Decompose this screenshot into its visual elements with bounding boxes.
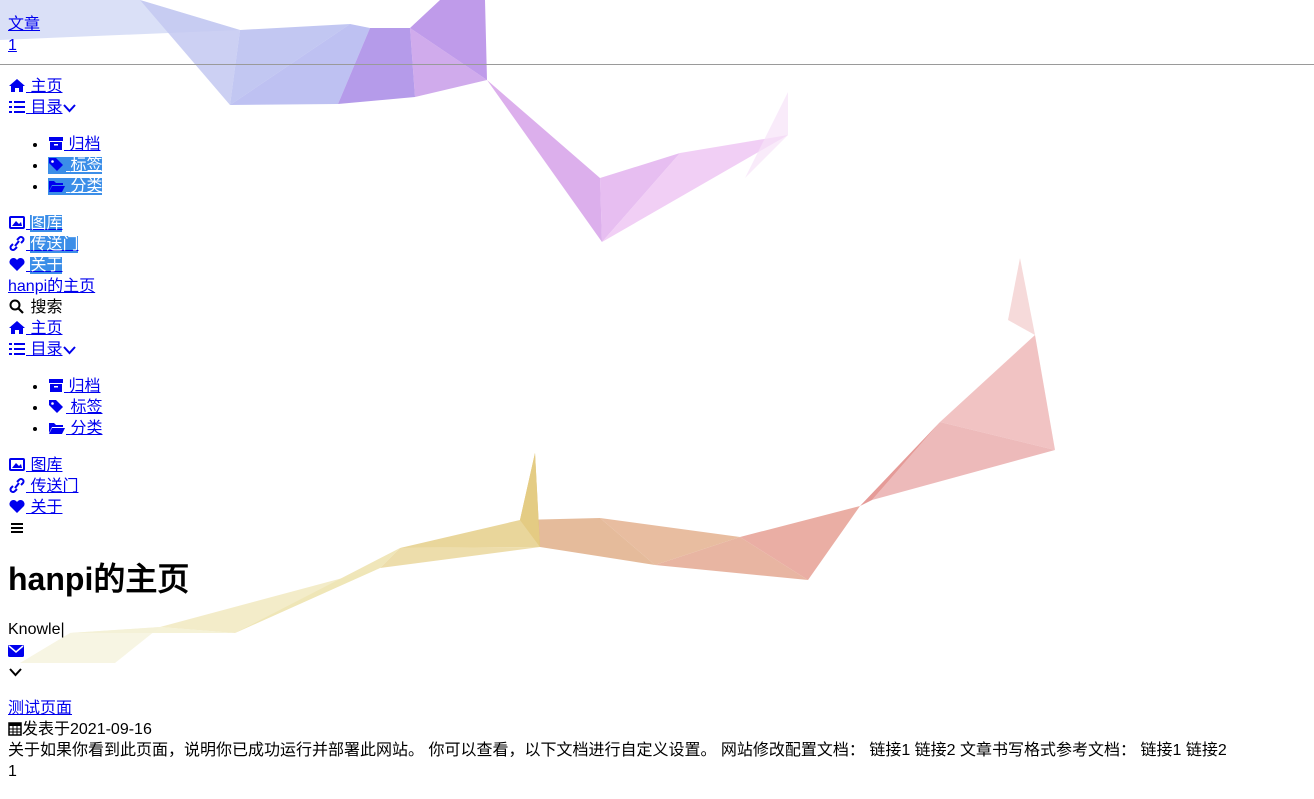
tags-icon xyxy=(49,158,63,171)
folder-open-icon xyxy=(49,423,65,434)
nav1-portal-link[interactable]: 传送门 xyxy=(8,236,79,253)
search-button[interactable]: 搜索 xyxy=(8,297,1306,318)
nav2-gallery-label: 图库 xyxy=(30,457,63,474)
scroll-down-button[interactable] xyxy=(8,661,1306,682)
nav2-about-label: 关于 xyxy=(30,499,63,516)
nav1-archive-label: 归档 xyxy=(68,136,101,153)
nav2-category-link[interactable]: 分类 xyxy=(48,420,102,437)
images-icon xyxy=(9,216,25,229)
nav2-archive-link[interactable]: 归档 xyxy=(48,378,100,395)
article-link[interactable]: 文章 xyxy=(8,16,41,33)
nav1-gallery-link[interactable]: 图库 xyxy=(8,215,63,232)
nav2-portal-label: 传送门 xyxy=(30,478,79,495)
link-icon xyxy=(9,478,25,493)
email-link[interactable] xyxy=(8,642,24,659)
search-icon xyxy=(9,299,24,314)
nav1-catalog-link[interactable]: 目录 xyxy=(8,99,62,116)
nav2-tags-link[interactable]: 标签 xyxy=(48,399,102,416)
nav2-category-label: 分类 xyxy=(70,420,103,437)
nav2-tags-label: 标签 xyxy=(70,399,103,416)
hamburger-icon xyxy=(11,523,23,533)
nav1-home-link[interactable]: 主页 xyxy=(8,78,62,95)
nav1-portal-label: 传送门 xyxy=(30,236,79,253)
envelope-icon xyxy=(8,645,24,657)
heart-icon xyxy=(9,499,25,513)
chevron-down-icon[interactable] xyxy=(62,344,77,356)
nav2-home-link[interactable]: 主页 xyxy=(8,320,62,337)
chevron-down-icon xyxy=(9,668,22,677)
nav2-portal-link[interactable]: 传送门 xyxy=(8,478,78,495)
nav1-category-link[interactable]: 分类 xyxy=(48,178,103,195)
archive-icon xyxy=(49,137,63,150)
nav2-home-label: 主页 xyxy=(30,320,63,337)
nav1-category-label: 分类 xyxy=(70,178,103,195)
heart-icon xyxy=(9,257,25,271)
list-icon xyxy=(9,343,25,355)
tags-icon xyxy=(49,400,63,413)
link-icon xyxy=(9,236,25,251)
images-icon xyxy=(9,458,25,471)
nav1-catalog-menu: 归档 标签 分类 xyxy=(8,134,1306,197)
menu-toggle-button[interactable] xyxy=(8,518,1306,539)
nav2-catalog-label: 目录 xyxy=(30,341,63,358)
list-icon xyxy=(9,101,25,113)
nav1-home-label: 主页 xyxy=(30,78,63,95)
nav2-catalog-link[interactable]: 目录 xyxy=(8,341,62,358)
chevron-down-icon[interactable] xyxy=(62,102,77,114)
post-excerpt: 关于如果你看到此页面，说明你已成功运行并部署此网站。 你可以查看，以下文档进行自… xyxy=(8,742,1227,759)
nav2-about-link[interactable]: 关于 xyxy=(8,499,62,516)
nav1-about-label: 关于 xyxy=(30,257,63,274)
search-label: 搜索 xyxy=(30,299,63,316)
home-icon xyxy=(9,79,25,92)
post-count: 1 xyxy=(8,763,17,780)
archive-icon xyxy=(49,379,63,392)
nav2-gallery-link[interactable]: 图库 xyxy=(8,457,62,474)
nav1-archive-link[interactable]: 归档 xyxy=(48,136,100,153)
post-title-link[interactable]: 测试页面 xyxy=(8,700,73,717)
site-title-link[interactable]: hanpi的主页 xyxy=(8,278,96,295)
nav2-archive-label: 归档 xyxy=(68,378,101,395)
nav1-catalog-label: 目录 xyxy=(30,99,63,116)
calendar-icon xyxy=(8,722,22,736)
divider xyxy=(0,64,1314,65)
hero-typed-text: Knowle| xyxy=(8,621,65,638)
nav2-catalog-menu: 归档 标签 分类 xyxy=(8,376,1306,439)
hero-title: hanpi的主页 xyxy=(8,561,190,597)
nav1-about-link[interactable]: 关于 xyxy=(8,257,63,274)
nav1-gallery-label: 图库 xyxy=(30,215,63,232)
article-count-link[interactable]: 1 xyxy=(8,37,17,54)
nav1-tags-label: 标签 xyxy=(70,157,103,174)
home-icon xyxy=(9,321,25,334)
folder-open-icon xyxy=(49,181,65,192)
page-content: 文章 1 主页 目录 归档 标签 分类 图库 传送门 xyxy=(0,14,1314,782)
post-date: 发表于2021-09-16 xyxy=(22,721,152,738)
nav1-tags-link[interactable]: 标签 xyxy=(48,157,103,174)
